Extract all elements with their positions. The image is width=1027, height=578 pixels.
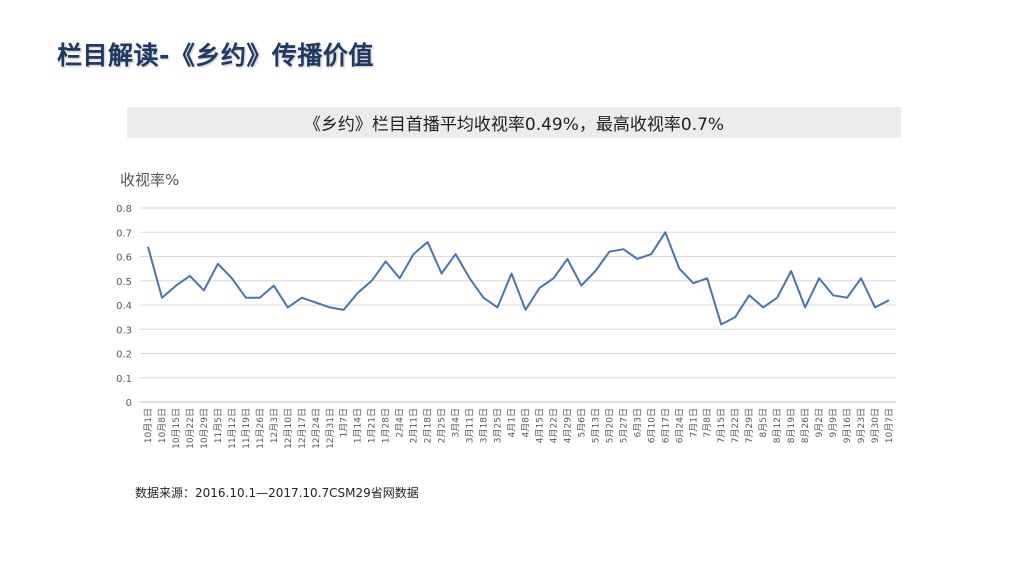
x-tick-label: 12月31日 (325, 408, 336, 449)
x-tick-label: 10月29日 (199, 408, 210, 449)
x-tick-label: 9月30日 (870, 408, 881, 443)
summary-text: 《乡约》栏目首播平均收视率0.49%，最高收视率0.7% (303, 115, 725, 135)
y-axis-label: 收视率% (120, 171, 179, 189)
page-title: 栏目解读-《乡约》传播价值 (57, 41, 374, 70)
x-tick-label: 12月17日 (297, 408, 308, 449)
x-tick-label: 12月10日 (283, 408, 294, 449)
y-tick-label: 0.8 (116, 204, 132, 215)
y-tick-label: 0.4 (116, 301, 132, 312)
x-tick-label: 6月17日 (660, 408, 671, 443)
x-tick-label: 4月29日 (562, 408, 573, 443)
x-tick-label: 3月11日 (465, 408, 476, 443)
x-tick-label: 10月1日 (143, 408, 154, 443)
x-tick-label: 11月5日 (213, 408, 224, 443)
y-tick-label: 0.6 (116, 253, 132, 264)
x-tick-label: 7月22日 (730, 408, 741, 443)
x-tick-labels: 10月1日 10月8日 10月15日 10月22日 10月29日 11月5日 11月12日 1… (143, 408, 895, 449)
x-tick-label: 2月11日 (409, 408, 420, 443)
x-tick-label: 7月1日 (688, 408, 699, 437)
x-tick-label: 9月23日 (856, 408, 867, 443)
series-line (147, 231, 890, 326)
x-tick-label: 2月25日 (437, 408, 448, 443)
x-tick-label: 11月26日 (255, 408, 266, 449)
summary-banner: 《乡约》栏目首播平均收视率0.49%，最高收视率0.7% (127, 107, 901, 138)
x-tick-label: 10月7日 (884, 408, 895, 443)
x-tick-label: 3月25日 (493, 408, 504, 443)
x-tick-label: 6月3日 (632, 408, 643, 437)
x-tick-label: 1月21日 (367, 408, 378, 443)
grid-lines (140, 207, 896, 403)
x-tick-label: 3月18日 (479, 408, 490, 443)
x-tick-label: 7月29日 (744, 408, 755, 443)
x-tick-label: 1月7日 (339, 408, 350, 437)
x-tick-label: 5月13日 (590, 408, 601, 443)
x-tick-label: 9月16日 (842, 408, 853, 443)
x-tick-label: 10月15日 (171, 408, 182, 449)
x-tick-label: 6月24日 (674, 408, 685, 443)
x-tick-label: 8月19日 (786, 408, 797, 443)
x-tick-label: 8月12日 (772, 408, 783, 443)
x-tick-label: 5月6日 (576, 408, 587, 437)
x-tick-label: 6月10日 (646, 408, 657, 443)
x-tick-label: 12月24日 (311, 408, 322, 449)
x-tick-label: 1月14日 (353, 408, 364, 443)
x-tick-label: 7月15日 (716, 408, 727, 443)
y-tick-label: 0.3 (116, 325, 132, 336)
x-tick-label: 9月9日 (828, 408, 839, 437)
x-tick-label: 7月8日 (702, 408, 713, 437)
x-tick-label: 4月22日 (548, 408, 559, 443)
x-tick-label: 4月15日 (534, 408, 545, 443)
y-tick-label: 0.1 (116, 374, 132, 385)
data-source-note: 数据来源：2016.10.1—2017.10.7CSM29省网数据 (135, 486, 419, 500)
x-tick-label: 11月19日 (241, 408, 252, 449)
x-tick-label: 8月26日 (800, 408, 811, 443)
x-tick-label: 11月12日 (227, 408, 238, 449)
x-tick-label: 12月3日 (269, 408, 280, 443)
y-tick-label: 0 (126, 398, 132, 409)
ratings-line-chart: 收视率% 0 0.1 0.2 0.3 0.4 0.5 0.6 0.7 0.8 10月1日 10月8… (116, 171, 896, 449)
x-tick-label: 2月4日 (395, 408, 406, 437)
x-tick-label: 2月18日 (423, 408, 434, 443)
y-tick-labels: 0 0.1 0.2 0.3 0.4 0.5 0.6 0.7 0.8 (116, 204, 132, 409)
x-tick-label: 3月4日 (451, 408, 462, 437)
y-tick-label: 0.7 (116, 228, 132, 239)
x-tick-label: 9月2日 (814, 408, 825, 437)
x-tick-label: 8月5日 (758, 408, 769, 437)
y-tick-label: 0.5 (116, 277, 132, 288)
chart-area: 收视率% 0 0.1 0.2 0.3 0.4 0.5 0.6 0.7 0.8 10月1日 10月8… (0, 150, 1027, 480)
x-tick-label: 1月28日 (381, 408, 392, 443)
x-tick-label: 5月20日 (604, 408, 615, 443)
x-tick-label: 10月22日 (185, 408, 196, 449)
x-tick-label: 10月8日 (157, 408, 168, 443)
x-tick-label: 4月8日 (520, 408, 531, 437)
y-tick-label: 0.2 (116, 350, 132, 361)
x-tick-label: 5月27日 (618, 408, 629, 443)
x-tick-label: 4月1日 (507, 408, 518, 437)
